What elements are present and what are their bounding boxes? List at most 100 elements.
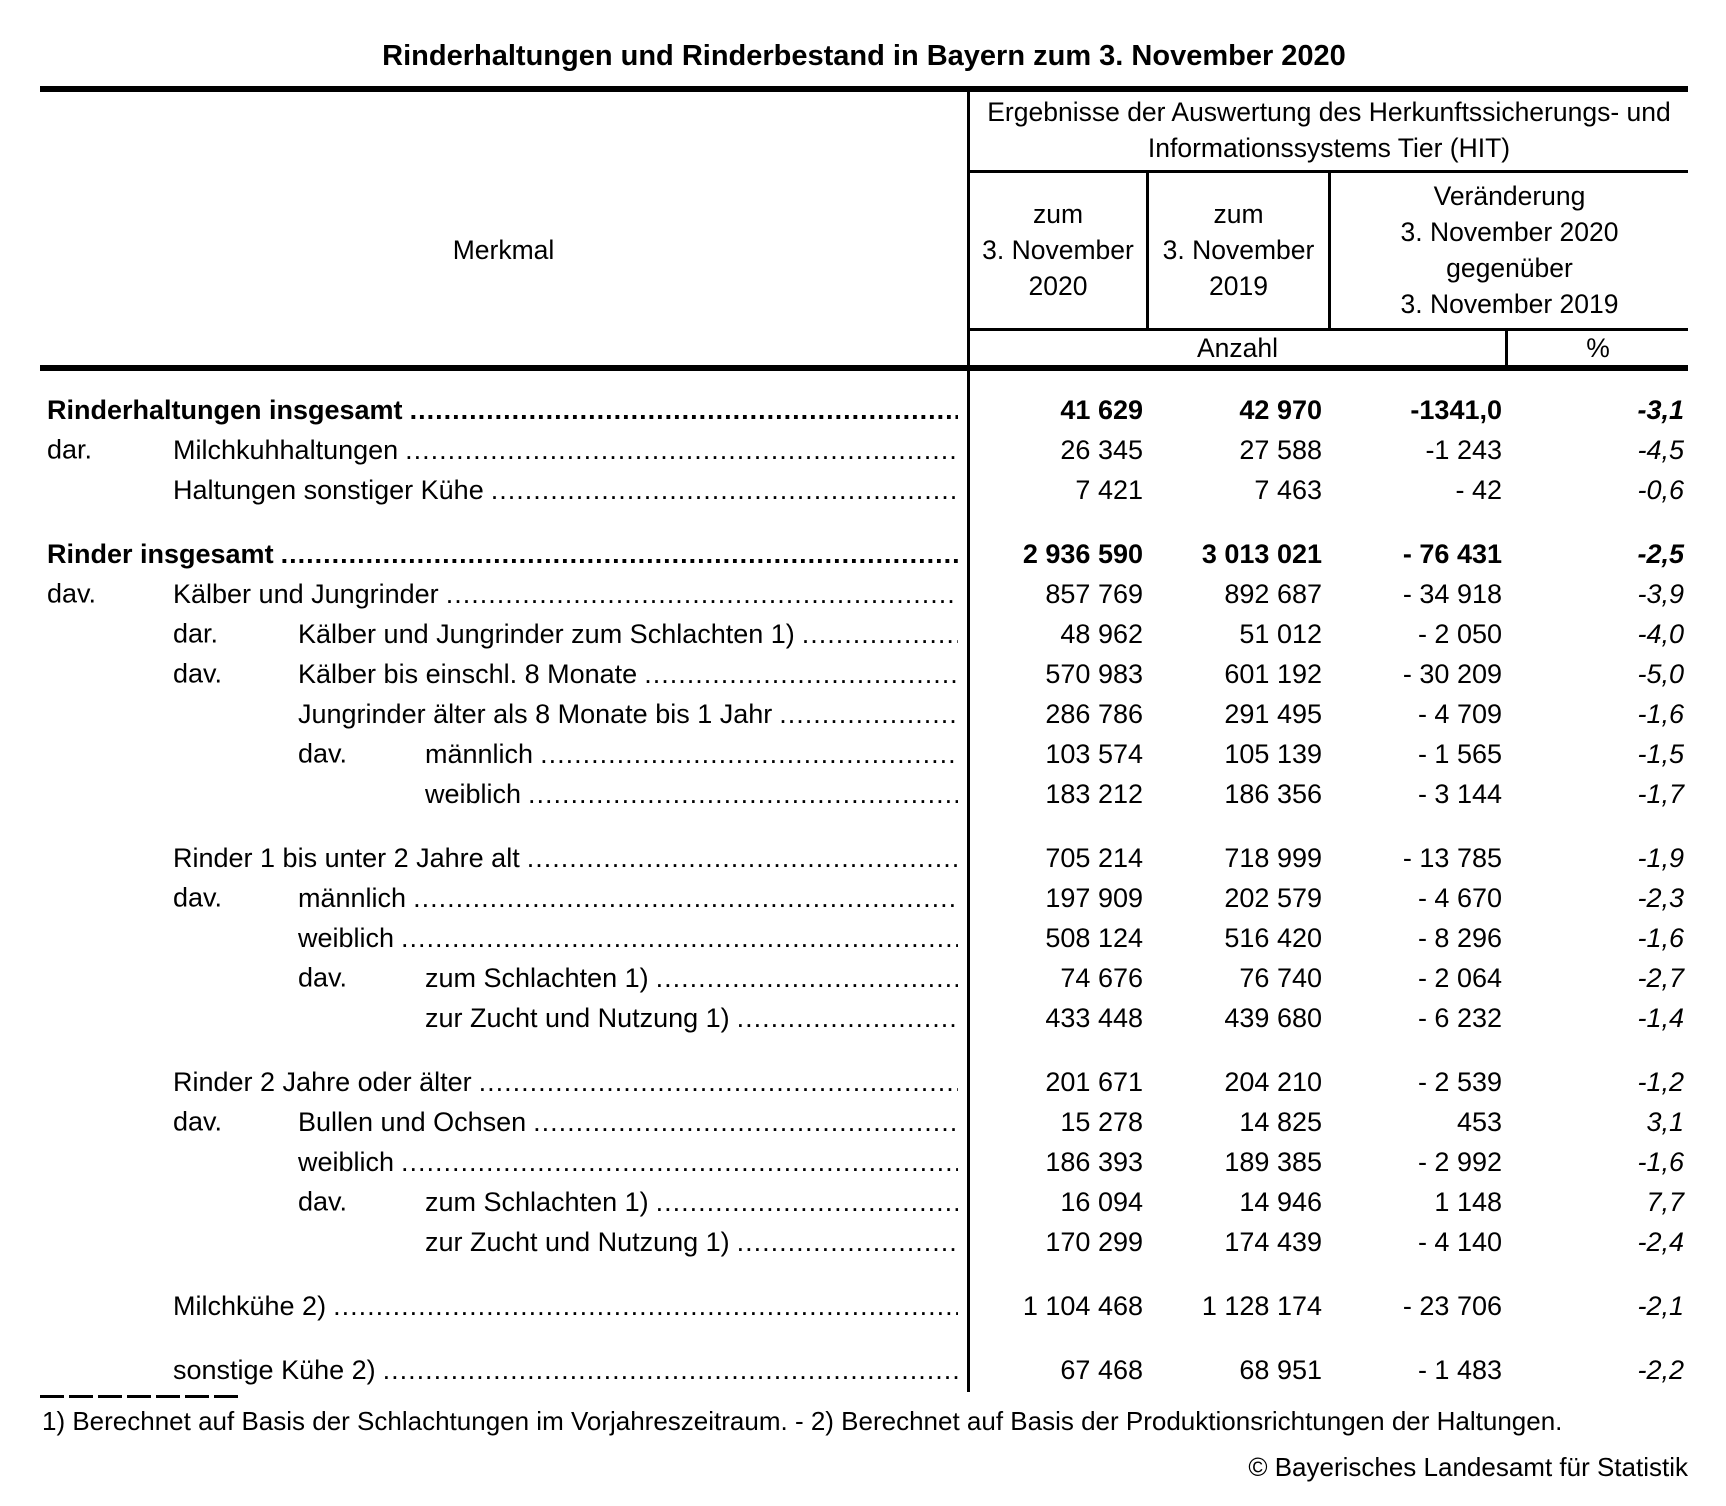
table-row: dar. Kälber und Jungrinder zum Schlachte…	[40, 614, 1688, 654]
dot-leader: ........................................…	[540, 738, 958, 769]
dot-leader: ........................................…	[401, 1146, 958, 1177]
value-2020: 197 909	[1045, 882, 1143, 913]
merkmal-cell: Haltungen sonstiger Kühe ...............…	[40, 470, 970, 510]
row-label: männlich	[298, 882, 407, 913]
value-2020: 7 421	[1075, 474, 1143, 505]
divider-anzahl-percent	[1505, 331, 1508, 365]
row-label: weiblich	[298, 1146, 395, 1177]
header-source-hit: Ergebnisse der Auswertung des Herkunftss…	[987, 97, 1671, 163]
value-percent: -2,4	[1637, 1226, 1684, 1257]
value-2020: 103 574	[1045, 738, 1143, 769]
value-2020: 16 094	[1060, 1186, 1143, 1217]
value-percent: -0,6	[1637, 474, 1684, 505]
merkmal-cell: dav. zum Schlachten 1) .................…	[40, 1182, 970, 1222]
value-2019: 204 210	[1224, 1066, 1322, 1097]
dot-leader: ........................................…	[445, 578, 958, 609]
table-row: Rinder 2 Jahre oder älter ..............…	[40, 1062, 1688, 1102]
row-prefix: dav.	[173, 1106, 223, 1137]
row-prefix: dav.	[298, 738, 348, 769]
value-percent: -1,9	[1637, 842, 1684, 873]
value-2019: 189 385	[1224, 1146, 1322, 1177]
value-2019: 1 128 174	[1201, 1290, 1322, 1321]
dot-leader: ........................................…	[655, 1186, 958, 1217]
dot-leader: ........................................…	[644, 658, 958, 689]
value-percent: -1,6	[1637, 1146, 1684, 1177]
column-header-change: Veränderung 3. November 2020 gegenüber 3…	[1400, 181, 1619, 319]
value-2019: 14 825	[1239, 1106, 1322, 1137]
value-change: -1341,0	[1410, 394, 1502, 425]
dot-leader: ........................................…	[528, 778, 958, 809]
table-row: dav. männlich ..........................…	[40, 734, 1688, 774]
dot-leader: ........................................…	[382, 1354, 958, 1385]
subheader-anzahl: Anzahl	[1196, 333, 1279, 363]
value-change: - 1 565	[1417, 738, 1502, 769]
value-change: - 8 296	[1417, 922, 1502, 953]
merkmal-cell: weiblich ...............................…	[40, 774, 970, 814]
dot-leader: ........................................…	[413, 882, 958, 913]
copyright-notice: © Bayerisches Landesamt für Statistik	[1248, 1452, 1688, 1482]
merkmal-cell: Rinder 2 Jahre oder älter ..............…	[40, 1062, 970, 1102]
value-change: 1 148	[1434, 1186, 1502, 1217]
value-percent: -1,4	[1637, 1002, 1684, 1033]
value-2020: 1 104 468	[1022, 1290, 1143, 1321]
value-2019: 76 740	[1239, 962, 1322, 993]
row-label: sonstige Kühe 2)	[173, 1354, 376, 1385]
divider-col-2019-change	[1328, 173, 1331, 328]
value-change: - 42	[1455, 474, 1502, 505]
row-label: Milchkühe 2)	[173, 1290, 327, 1321]
dot-leader: ........................................…	[655, 962, 958, 993]
dot-leader: ........................................…	[736, 1226, 958, 1257]
value-2020: 41 629	[1060, 394, 1143, 425]
value-change: - 76 431	[1402, 538, 1502, 569]
value-2019: 51 012	[1239, 618, 1322, 649]
value-2019: 105 139	[1224, 738, 1322, 769]
value-change: - 2 992	[1417, 1146, 1502, 1177]
merkmal-cell: weiblich ...............................…	[40, 1142, 970, 1182]
value-change: - 2 539	[1417, 1066, 1502, 1097]
value-2019: 601 192	[1224, 658, 1322, 689]
table-row: dav. Bullen und Ochsen .................…	[40, 1102, 1688, 1142]
value-change: - 4 140	[1417, 1226, 1502, 1257]
merkmal-cell: Milchkühe 2) ...........................…	[40, 1286, 970, 1326]
row-label: Rinder 1 bis unter 2 Jahre alt	[173, 842, 520, 873]
dot-leader: ........................................…	[478, 1066, 958, 1097]
rule-top-thick	[40, 86, 1688, 92]
value-percent: -3,1	[1637, 394, 1684, 425]
value-2019: 27 588	[1239, 434, 1322, 465]
value-2020: 286 786	[1045, 698, 1143, 729]
dot-leader: ........................................…	[526, 842, 958, 873]
dot-leader: ........................................…	[490, 474, 958, 505]
value-change: - 6 232	[1417, 1002, 1502, 1033]
table-row: zur Zucht und Nutzung 1) ...............…	[40, 1222, 1688, 1262]
table-row: weiblich ...............................…	[40, 1142, 1688, 1182]
row-label: Kälber und Jungrinder zum Schlachten 1)	[298, 618, 795, 649]
merkmal-cell: dar. Kälber und Jungrinder zum Schlachte…	[40, 614, 970, 654]
value-2019: 186 356	[1224, 778, 1322, 809]
value-2020: 48 962	[1060, 618, 1143, 649]
merkmal-cell: Rinder 1 bis unter 2 Jahre alt .........…	[40, 838, 970, 878]
value-percent: -1,7	[1637, 778, 1684, 809]
table-row: Rinder insgesamt .......................…	[40, 534, 1688, 574]
merkmal-cell: Rinder insgesamt .......................…	[40, 534, 970, 574]
value-2019: 7 463	[1254, 474, 1322, 505]
row-label: zur Zucht und Nutzung 1)	[425, 1226, 730, 1257]
table-row: weiblich ...............................…	[40, 918, 1688, 958]
value-2020: 26 345	[1060, 434, 1143, 465]
merkmal-cell: dav. männlich ..........................…	[40, 878, 970, 918]
value-2020: 15 278	[1060, 1106, 1143, 1137]
value-percent: -1,6	[1637, 922, 1684, 953]
value-2019: 42 970	[1239, 394, 1322, 425]
value-2020: 433 448	[1045, 1002, 1143, 1033]
row-prefix: dav.	[298, 962, 348, 993]
table-body[interactable]: Rinderhaltungen insgesamt ..............…	[40, 371, 1688, 1390]
merkmal-cell: dar. Milchkuhhaltungen .................…	[40, 430, 970, 470]
row-prefix: dav.	[47, 578, 97, 609]
merkmal-cell: dav. Kälber und Jungrinder .............…	[40, 574, 970, 614]
merkmal-cell: dav. männlich ..........................…	[40, 734, 970, 774]
dot-leader: ........................................…	[533, 1106, 958, 1137]
row-label: Haltungen sonstiger Kühe	[173, 474, 484, 505]
value-2019: 291 495	[1224, 698, 1322, 729]
value-percent: -4,0	[1637, 618, 1684, 649]
value-percent: -1,2	[1637, 1066, 1684, 1097]
